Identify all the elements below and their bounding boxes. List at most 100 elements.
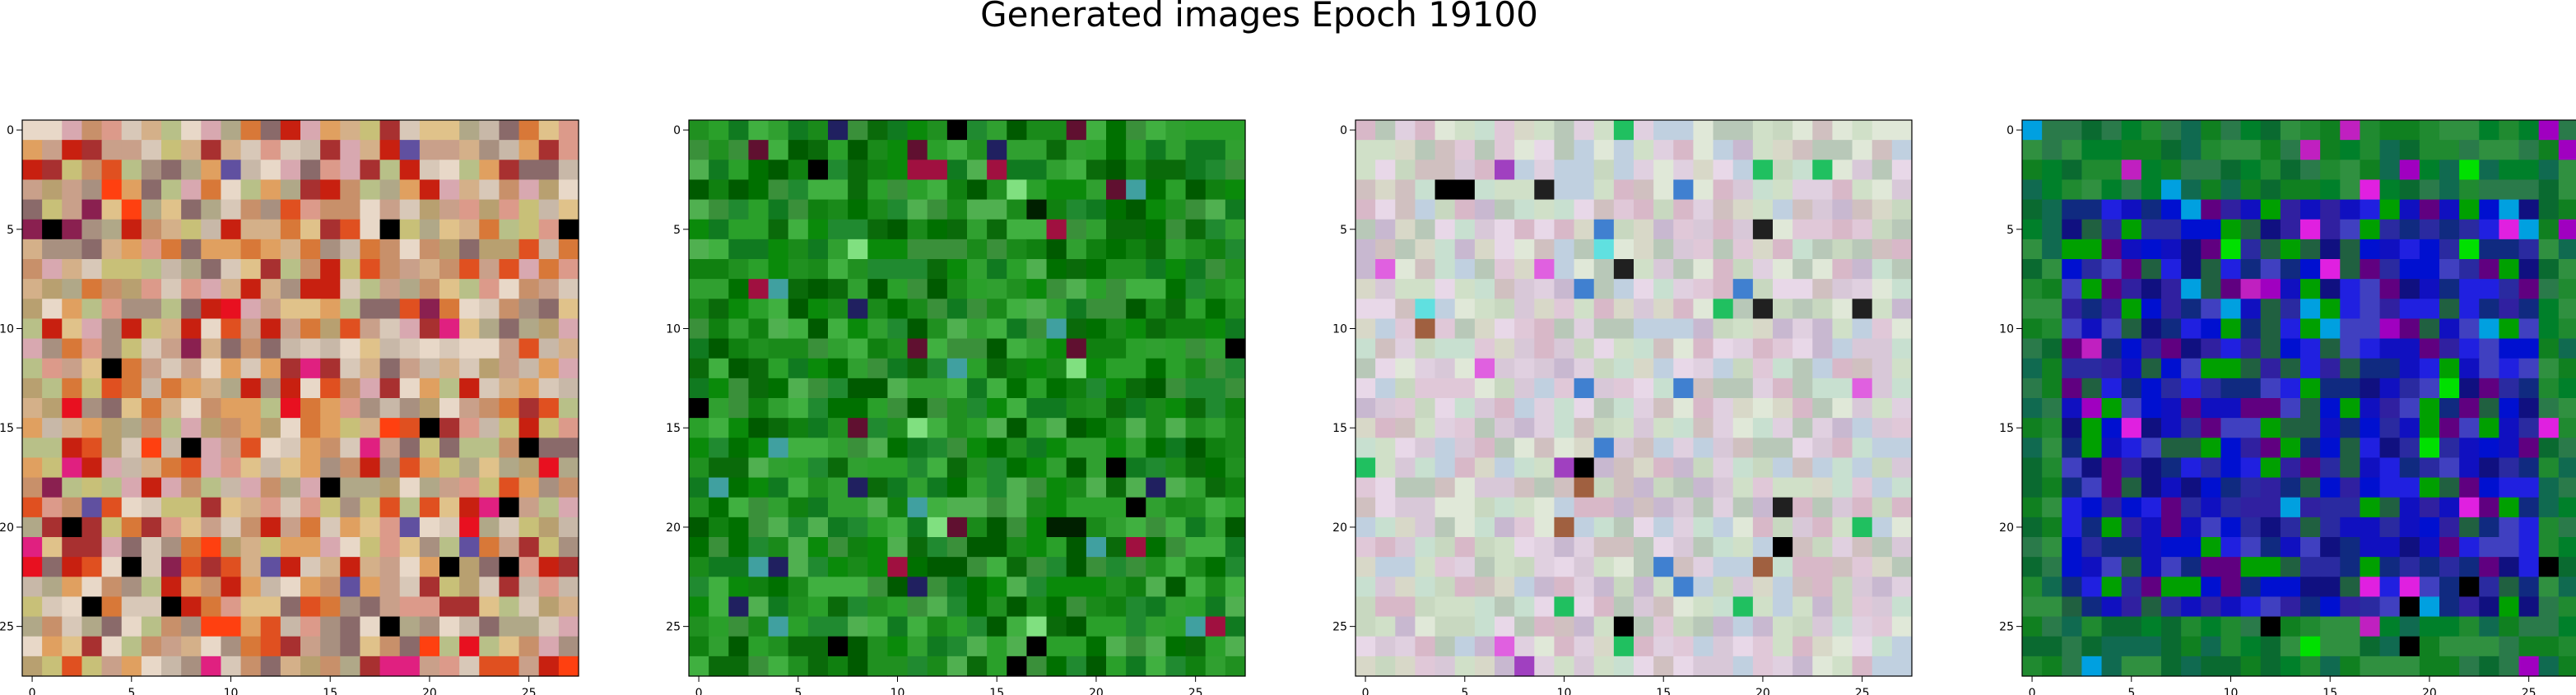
pixel-cell (2479, 259, 2500, 280)
y-tick-label: 15 (0, 422, 14, 435)
pixel-cell (2062, 378, 2083, 399)
pixel-cell (1793, 299, 1813, 320)
pixel-cell (1185, 537, 1207, 558)
pixel-cell (2201, 616, 2222, 637)
pixel-cell (1415, 438, 1436, 459)
pixel-cell (161, 120, 182, 141)
pixel-cell (927, 140, 948, 160)
pixel-cell (2419, 378, 2440, 399)
pixel-cell (1185, 199, 1207, 220)
pixel-cell (1613, 596, 1634, 618)
pixel-cell (2141, 636, 2162, 657)
pixel-cell (709, 318, 729, 340)
pixel-cell (2379, 259, 2401, 280)
pixel-cell (788, 299, 809, 320)
pixel-cell (1146, 537, 1167, 558)
pixel-cell (300, 338, 321, 359)
y-tick-label: 5 (1340, 224, 1347, 237)
pixel-cell (1752, 378, 1774, 399)
pixel-cell (2240, 179, 2262, 201)
pixel-cell (22, 477, 43, 498)
pixel-cell (2538, 179, 2560, 201)
pixel-cell (1832, 279, 1853, 299)
pixel-cell (1773, 438, 1793, 459)
pixel-cell (1554, 517, 1575, 538)
pixel-cell (1752, 239, 1774, 260)
pixel-cell (240, 557, 262, 577)
pixel-cell (379, 636, 401, 657)
pixel-cell (558, 199, 579, 220)
pixel-cell (867, 160, 889, 181)
pixel-cell (2161, 616, 2182, 637)
pixel-cell (2280, 517, 2301, 538)
pixel-cell (499, 557, 520, 577)
pixel-cell (558, 239, 579, 260)
pixel-cell (1106, 656, 1127, 677)
pixel-cell (867, 457, 889, 479)
pixel-cell (2300, 517, 2321, 538)
pixel-cell (360, 497, 381, 518)
pixel-cell (161, 338, 182, 359)
pixel-cell (439, 358, 460, 379)
pixel-cell (2062, 140, 2083, 160)
pixel-cell (320, 596, 341, 618)
pixel-cell (987, 398, 1007, 419)
pixel-cell (2518, 358, 2540, 379)
pixel-cell (2538, 616, 2560, 637)
pixel-cell (518, 517, 540, 538)
pixel-cell (479, 299, 500, 320)
pixel-cell (161, 219, 182, 240)
pixel-cell (1534, 239, 1555, 260)
pixel-cell (907, 140, 928, 160)
pixel-cell (728, 239, 750, 260)
pixel-cell (2240, 596, 2262, 618)
pixel-cell (689, 656, 709, 677)
pixel-cell (2419, 318, 2440, 340)
pixel-cell (2399, 596, 2420, 618)
pixel-cell (788, 199, 809, 220)
pixel-cell (1474, 219, 1495, 240)
pixel-cell (907, 656, 928, 677)
pixel-cell (81, 219, 103, 240)
pixel-cell (788, 279, 809, 299)
pixel-cell (2161, 120, 2182, 141)
pixel-cell (1613, 239, 1634, 260)
pixel-cell (828, 477, 849, 498)
pixel-cell (340, 616, 361, 637)
pixel-cell (2499, 358, 2520, 379)
pixel-cell (1146, 299, 1167, 320)
pixel-cell (709, 120, 729, 141)
pixel-cell (499, 239, 520, 260)
pixel-cell (907, 219, 928, 240)
pixel-cell (828, 358, 849, 379)
pixel-cell (2419, 577, 2440, 598)
pixel-cell (2499, 199, 2520, 220)
pixel-cell (260, 219, 281, 240)
pixel-cell (2399, 259, 2420, 280)
pixel-cell (689, 120, 709, 141)
pixel-cell (2101, 418, 2123, 438)
pixel-cell (1773, 160, 1793, 181)
pixel-cell (828, 299, 849, 320)
pixel-cell (2081, 616, 2103, 637)
pixel-cell (1395, 358, 1416, 379)
pixel-cell (2280, 338, 2301, 359)
pixel-cell (1066, 160, 1087, 181)
pixel-cell (439, 477, 460, 498)
pixel-cell (768, 279, 789, 299)
pixel-cell (709, 537, 729, 558)
pixel-cell (887, 318, 909, 340)
pixel-cell (2459, 318, 2480, 340)
pixel-cell (1514, 438, 1535, 459)
pixel-cell (2479, 517, 2500, 538)
pixel-cell (1355, 378, 1376, 399)
pixel-cell (1474, 596, 1495, 618)
pixel-cell (479, 517, 500, 538)
pixel-cell (2121, 160, 2142, 181)
pixel-cell (1534, 259, 1555, 280)
pixel-cell (1146, 120, 1167, 141)
x-tick-label: 20 (1755, 687, 1770, 695)
pixel-cell (1146, 457, 1167, 479)
pixel-cell (1593, 239, 1615, 260)
pixel-cell (1732, 239, 1754, 260)
